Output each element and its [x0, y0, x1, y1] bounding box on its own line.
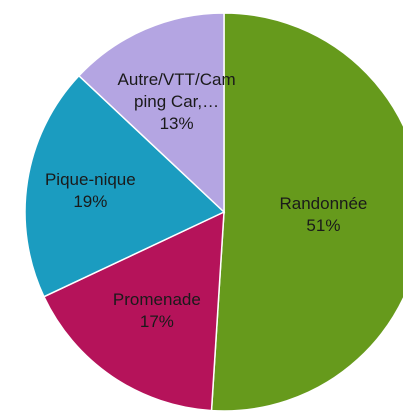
pie-slice: [210, 12, 403, 411]
slice-label-text: Autre/VTT/Camping Car,… 13%: [115, 54, 239, 150]
category-name: Randonnée: [279, 194, 368, 214]
pie-slice: [24, 74, 226, 298]
slice-label: Autre/VTT/Camping Car,…13%: [115, 54, 239, 150]
category-name: Promenade: [112, 289, 201, 309]
category-name: Autre/VTT/Camping Car,…: [117, 70, 236, 112]
slice-label-text: Pique-nique 19%: [28, 143, 152, 239]
pie-slice: [42, 210, 225, 411]
slice-label-text: Promenade 17%: [95, 263, 219, 359]
pie-slice: [77, 12, 225, 214]
value-label: 13%: [159, 114, 194, 134]
value-label: 17%: [139, 311, 174, 331]
slice-label-text: Randonnée 51%: [261, 167, 385, 263]
value-label: 19%: [73, 191, 108, 211]
category-name: Pique-nique: [44, 169, 136, 189]
value-label: 51%: [306, 216, 341, 236]
